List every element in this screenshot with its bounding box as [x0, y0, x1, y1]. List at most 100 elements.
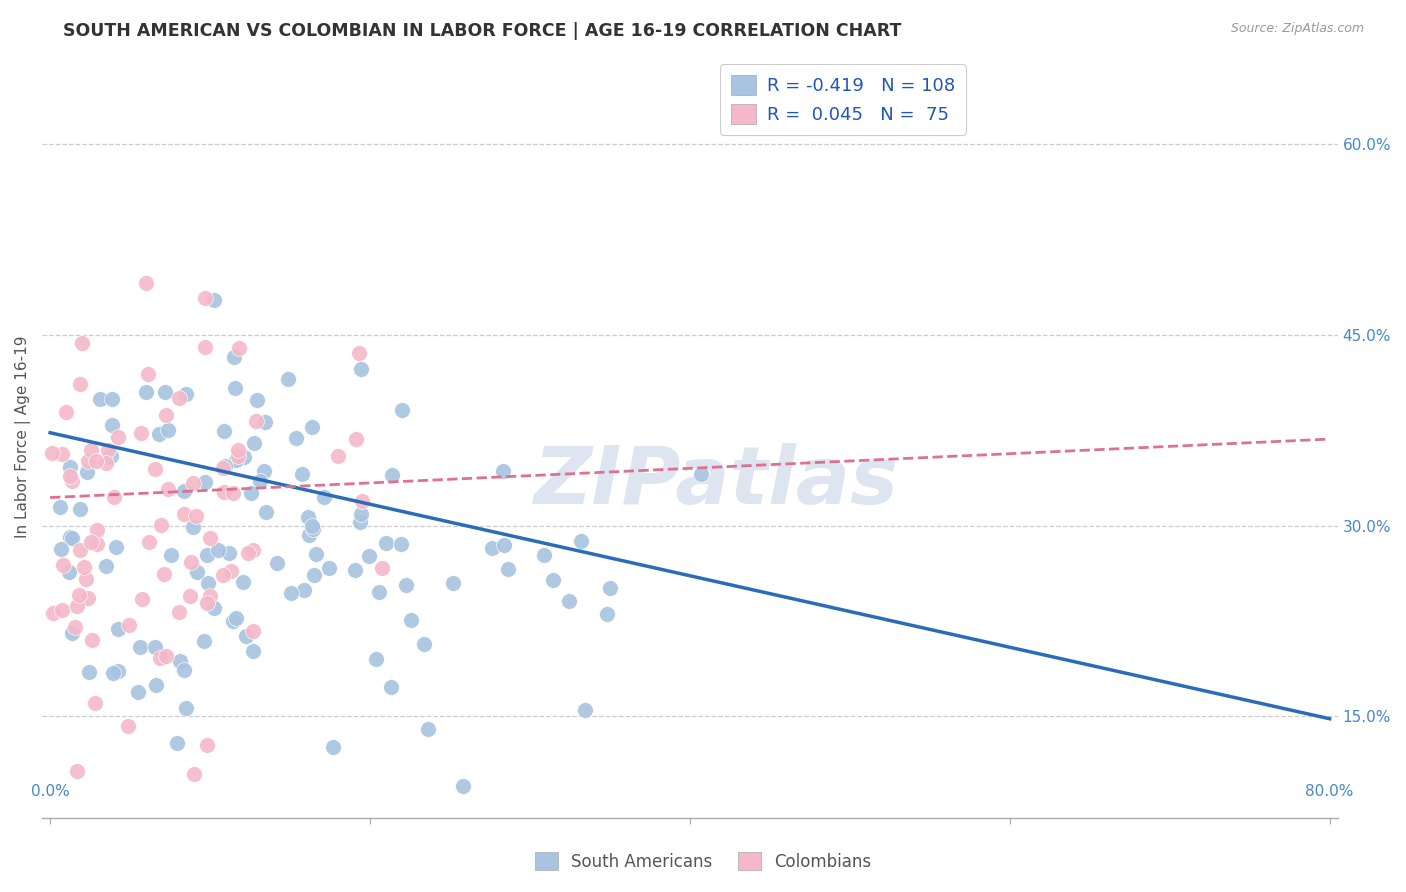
Point [105, 540, 128, 554]
Point [69, 502, 91, 516]
Point [242, 643, 264, 657]
Point [107, 622, 129, 636]
Point [254, 505, 277, 519]
Point [239, 486, 262, 500]
Point [350, 362, 373, 376]
Point [118, 617, 141, 632]
Point [143, 640, 166, 655]
Point [381, 467, 404, 482]
Point [75, 572, 97, 586]
Point [226, 449, 249, 463]
Point [596, 607, 619, 621]
Point [101, 418, 124, 433]
Legend: R = -0.419   N = 108, R =  0.045   N =  75: R = -0.419 N = 108, R = 0.045 N = 75 [720, 64, 966, 135]
Point [380, 681, 402, 695]
Point [569, 533, 592, 548]
Point [690, 467, 713, 481]
Point [222, 614, 245, 628]
Point [174, 701, 197, 715]
Point [280, 586, 302, 600]
Point [49, 542, 72, 557]
Point [277, 372, 299, 386]
Point [533, 548, 555, 562]
Point [346, 432, 368, 446]
Point [42, 606, 65, 620]
Point [347, 346, 370, 360]
Point [418, 722, 440, 736]
Point [441, 576, 464, 591]
Point [155, 648, 177, 663]
Point [79, 665, 101, 679]
Point [101, 666, 124, 681]
Point [167, 605, 190, 619]
Point [60, 531, 83, 545]
Point [492, 464, 515, 478]
Point [49, 500, 72, 514]
Point [292, 583, 315, 598]
Point [232, 450, 254, 464]
Point [166, 736, 188, 750]
Point [236, 546, 259, 560]
Legend: South Americans, Colombians: South Americans, Colombians [526, 844, 880, 880]
Point [249, 474, 271, 488]
Text: SOUTH AMERICAN VS COLOMBIAN IN LABOR FORCE | AGE 16-19 CORRELATION CHART: SOUTH AMERICAN VS COLOMBIAN IN LABOR FOR… [63, 22, 901, 40]
Point [298, 528, 321, 542]
Point [149, 651, 172, 665]
Point [103, 490, 125, 504]
Point [318, 560, 340, 574]
Point [107, 664, 129, 678]
Point [481, 541, 503, 555]
Point [51, 558, 73, 572]
Point [145, 678, 167, 692]
Point [291, 467, 314, 482]
Point [297, 509, 319, 524]
Point [302, 567, 325, 582]
Point [224, 381, 246, 395]
Point [328, 449, 350, 463]
Point [173, 663, 195, 677]
Point [401, 613, 423, 627]
Point [574, 703, 596, 717]
Point [138, 535, 160, 549]
Point [127, 685, 149, 699]
Point [173, 507, 195, 521]
Point [599, 581, 621, 595]
Point [86, 536, 108, 550]
Point [157, 482, 180, 496]
Point [184, 509, 207, 524]
Point [302, 522, 325, 536]
Point [202, 601, 225, 615]
Point [135, 385, 157, 400]
Point [226, 443, 249, 458]
Point [391, 403, 413, 417]
Point [169, 653, 191, 667]
Point [349, 516, 371, 530]
Point [181, 519, 204, 533]
Point [83, 696, 105, 710]
Point [58, 565, 80, 579]
Point [59, 459, 82, 474]
Text: ZIPatlas: ZIPatlas [533, 443, 898, 521]
Point [195, 738, 218, 752]
Point [77, 453, 100, 467]
Point [253, 465, 276, 479]
Point [150, 518, 173, 533]
Point [266, 556, 288, 570]
Point [94, 559, 117, 574]
Point [67, 589, 90, 603]
Point [235, 629, 257, 643]
Point [219, 564, 242, 578]
Text: Source: ZipAtlas.com: Source: ZipAtlas.com [1230, 22, 1364, 36]
Point [198, 531, 221, 545]
Point [94, 456, 117, 470]
Point [136, 368, 159, 382]
Point [63, 620, 86, 634]
Point [370, 561, 392, 575]
Point [285, 431, 308, 445]
Point [202, 293, 225, 307]
Point [301, 519, 323, 533]
Point [225, 610, 247, 624]
Point [214, 459, 236, 474]
Point [186, 566, 208, 580]
Point [59, 468, 82, 483]
